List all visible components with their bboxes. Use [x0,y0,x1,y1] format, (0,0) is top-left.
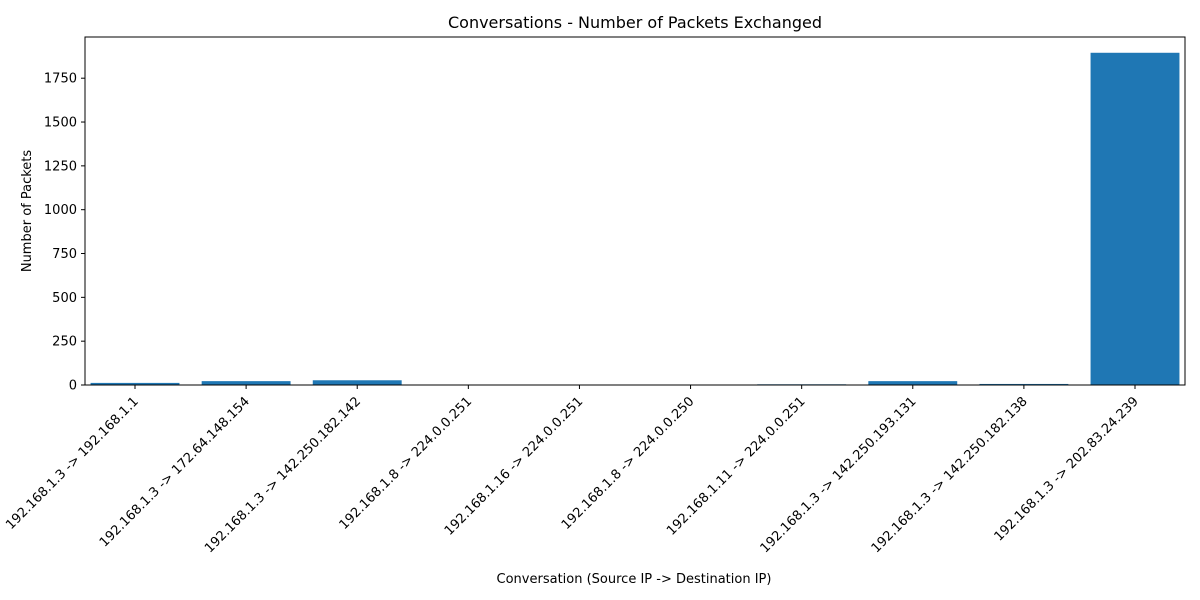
y-tick-label-6: 1250 [44,159,77,174]
bar-10 [1090,52,1180,385]
x-tick-label-1: 192.168.1.3 -> 192.168.1.1 [3,394,142,533]
bar-9 [979,383,1069,385]
plot-frame [84,36,1186,386]
chart-title: Conversations - Number of Packets Exchan… [448,13,822,32]
bar-1 [90,382,180,385]
bars-group [90,52,1180,385]
y-tick-label-8: 1750 [44,72,77,87]
y-tick-label-2: 250 [52,335,77,350]
y-tick-label-4: 750 [52,247,77,262]
bar-2 [201,381,291,385]
bar-8 [868,381,958,385]
y-tick-label-7: 1500 [44,116,77,131]
bar-3 [312,380,402,385]
y-tick-label-5: 1000 [44,203,77,218]
x-tick-label-4: 192.168.1.8 -> 224.0.0.251 [337,394,476,533]
y-tick-label-3: 500 [52,291,77,306]
y-axis-label: Number of Packets [20,150,35,273]
x-axis-label: Conversation (Source IP -> Destination I… [497,572,772,587]
x-tick-label-6: 192.168.1.8 -> 224.0.0.250 [559,394,698,533]
y-tick-label-1: 0 [69,379,77,394]
y-axis: 0 250 500 750 1000 1250 1500 1750 [44,72,85,394]
